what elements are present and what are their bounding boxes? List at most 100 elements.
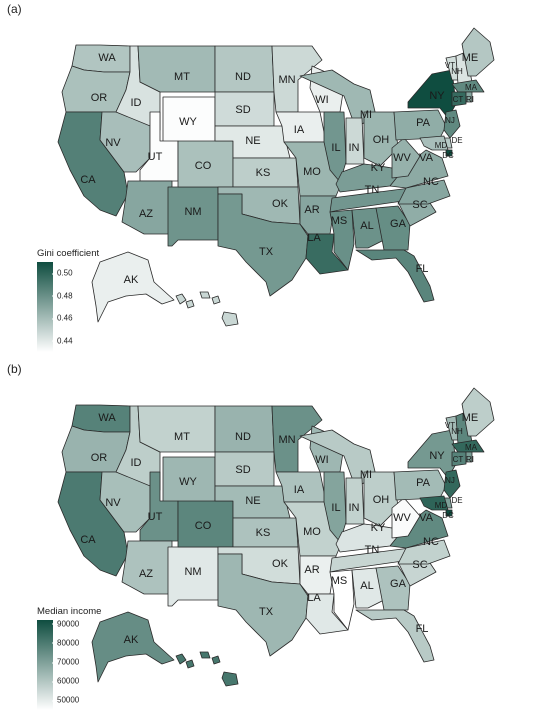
state-label-ri: RI (466, 95, 474, 104)
state-hi-island (211, 295, 221, 305)
state-label-md: MD (435, 141, 448, 150)
state-me (461, 27, 495, 77)
state-al (351, 207, 385, 249)
state-label-me: ME (462, 412, 479, 424)
state-md (419, 135, 449, 151)
us-map-income: WA OR CA NV ID MT WY UT AZ NM CO ND SD NE KS OK TX MN IA MO… (57, 387, 495, 687)
state-label-ri: RI (466, 455, 474, 464)
legend-tick: 80000 (51, 638, 80, 648)
state-hi-island (185, 299, 195, 309)
state-label-sc: SC (412, 199, 427, 211)
state-md (419, 495, 449, 511)
state-label-ia: IA (294, 124, 305, 136)
state-label-wy: WY (179, 476, 197, 488)
state-label-de: DE (451, 136, 462, 145)
state-label-nh: NH (451, 427, 463, 436)
us-map-gini: WA OR CA NV ID MT WY UT AZ NM CO ND SD NE KS OK TX MN IA MO… (57, 27, 495, 327)
state-label-in: IN (349, 142, 360, 154)
state-label-ar: AR (304, 564, 319, 576)
state-hi (221, 311, 239, 327)
state-label-la: LA (307, 232, 321, 244)
state-label-nv: NV (105, 137, 121, 149)
state-label-fl: FL (416, 623, 429, 635)
panel-b: (b) WA OR CA NV ID MT WY UT AZ NM CO ND SD NE KS OK TX MN… (0, 360, 540, 720)
legend-tick: 90000 (51, 619, 80, 629)
state-label-ne: NE (245, 495, 260, 507)
state-label-va: VA (419, 512, 434, 524)
legend-gini: Gini coefficient 0.50 0.48 0.46 0.44 (37, 248, 99, 352)
state-label-mi: MI (360, 109, 372, 121)
state-label-dc: DC (442, 151, 454, 160)
state-label-ak: AK (124, 274, 139, 286)
state-label-il: IL (331, 142, 340, 154)
state-label-fl: FL (416, 263, 429, 275)
state-label-ca: CA (80, 174, 96, 186)
state-label-ks: KS (256, 527, 271, 539)
legend-colorbar (37, 620, 53, 710)
state-label-ky: KY (371, 522, 386, 534)
state-ak (91, 611, 175, 683)
state-label-ak: AK (124, 634, 139, 646)
state-label-ia: IA (294, 484, 305, 496)
state-nc (397, 179, 451, 205)
state-label-vt: VT (445, 421, 455, 430)
state-hi-island (185, 659, 195, 669)
state-label-ok: OK (272, 558, 289, 570)
state-me (461, 387, 495, 437)
legend-tick: 70000 (51, 657, 80, 667)
state-pa (393, 469, 447, 501)
state-oh (363, 471, 399, 527)
state-label-la: LA (307, 592, 321, 604)
state-label-nm: NM (184, 206, 201, 218)
state-label-wi: WI (315, 454, 328, 466)
state-label-nc: NC (423, 536, 439, 548)
state-mn (271, 405, 323, 473)
state-label-sc: SC (412, 559, 427, 571)
state-ma (451, 79, 485, 93)
state-label-tx: TX (259, 246, 274, 258)
state-label-az: AZ (139, 208, 153, 220)
state-label-mn: MN (278, 74, 295, 86)
state-tx (217, 193, 309, 297)
state-label-wv: WV (393, 152, 411, 164)
state-mt (137, 405, 216, 453)
state-label-pa: PA (416, 117, 431, 129)
legend-tick: 50000 (51, 695, 80, 705)
state-label-wa: WA (98, 412, 116, 424)
state-label-wi: WI (315, 94, 328, 106)
state-label-az: AZ (139, 568, 153, 580)
state-label-me: ME (462, 52, 479, 64)
state-oh (363, 111, 399, 167)
state-ak (91, 251, 175, 323)
state-label-wv: WV (393, 512, 411, 524)
state-label-ga: GA (390, 218, 407, 230)
state-tn (329, 547, 411, 573)
state-dc (445, 509, 453, 517)
state-label-al: AL (360, 220, 373, 232)
panel-a: (a) WA OR CA NV ID MT WY UT AZ NM CO ND SD NE KS OK TX MN… (7, 2, 495, 352)
state-label-nj: NJ (445, 476, 455, 485)
state-ga (375, 565, 411, 611)
state-label-nd: ND (235, 431, 251, 443)
state-mt (137, 45, 216, 93)
state-label-md: MD (435, 501, 448, 510)
state-label-ma: MA (465, 83, 478, 92)
state-label-ca: CA (80, 534, 96, 546)
state-ga (375, 205, 411, 251)
state-az (121, 540, 173, 595)
state-label-ma: MA (465, 443, 478, 452)
state-nj (443, 109, 461, 139)
state-label-nh: NH (451, 67, 463, 76)
state-tn (329, 187, 411, 213)
state-label-pa: PA (416, 477, 431, 489)
state-label-sd: SD (235, 464, 250, 476)
state-label-ok: OK (272, 198, 289, 210)
state-label-wy: WY (179, 116, 197, 128)
legend-tick: 0.46 (52, 313, 73, 323)
state-hi-island (175, 293, 187, 305)
state-label-mo: MO (303, 526, 321, 538)
state-ct (451, 451, 467, 467)
legend-income: Median income 90000 80000 70000 60000 50000 (37, 606, 101, 710)
state-label-mt: MT (174, 431, 190, 443)
state-label-co: CO (195, 160, 212, 172)
